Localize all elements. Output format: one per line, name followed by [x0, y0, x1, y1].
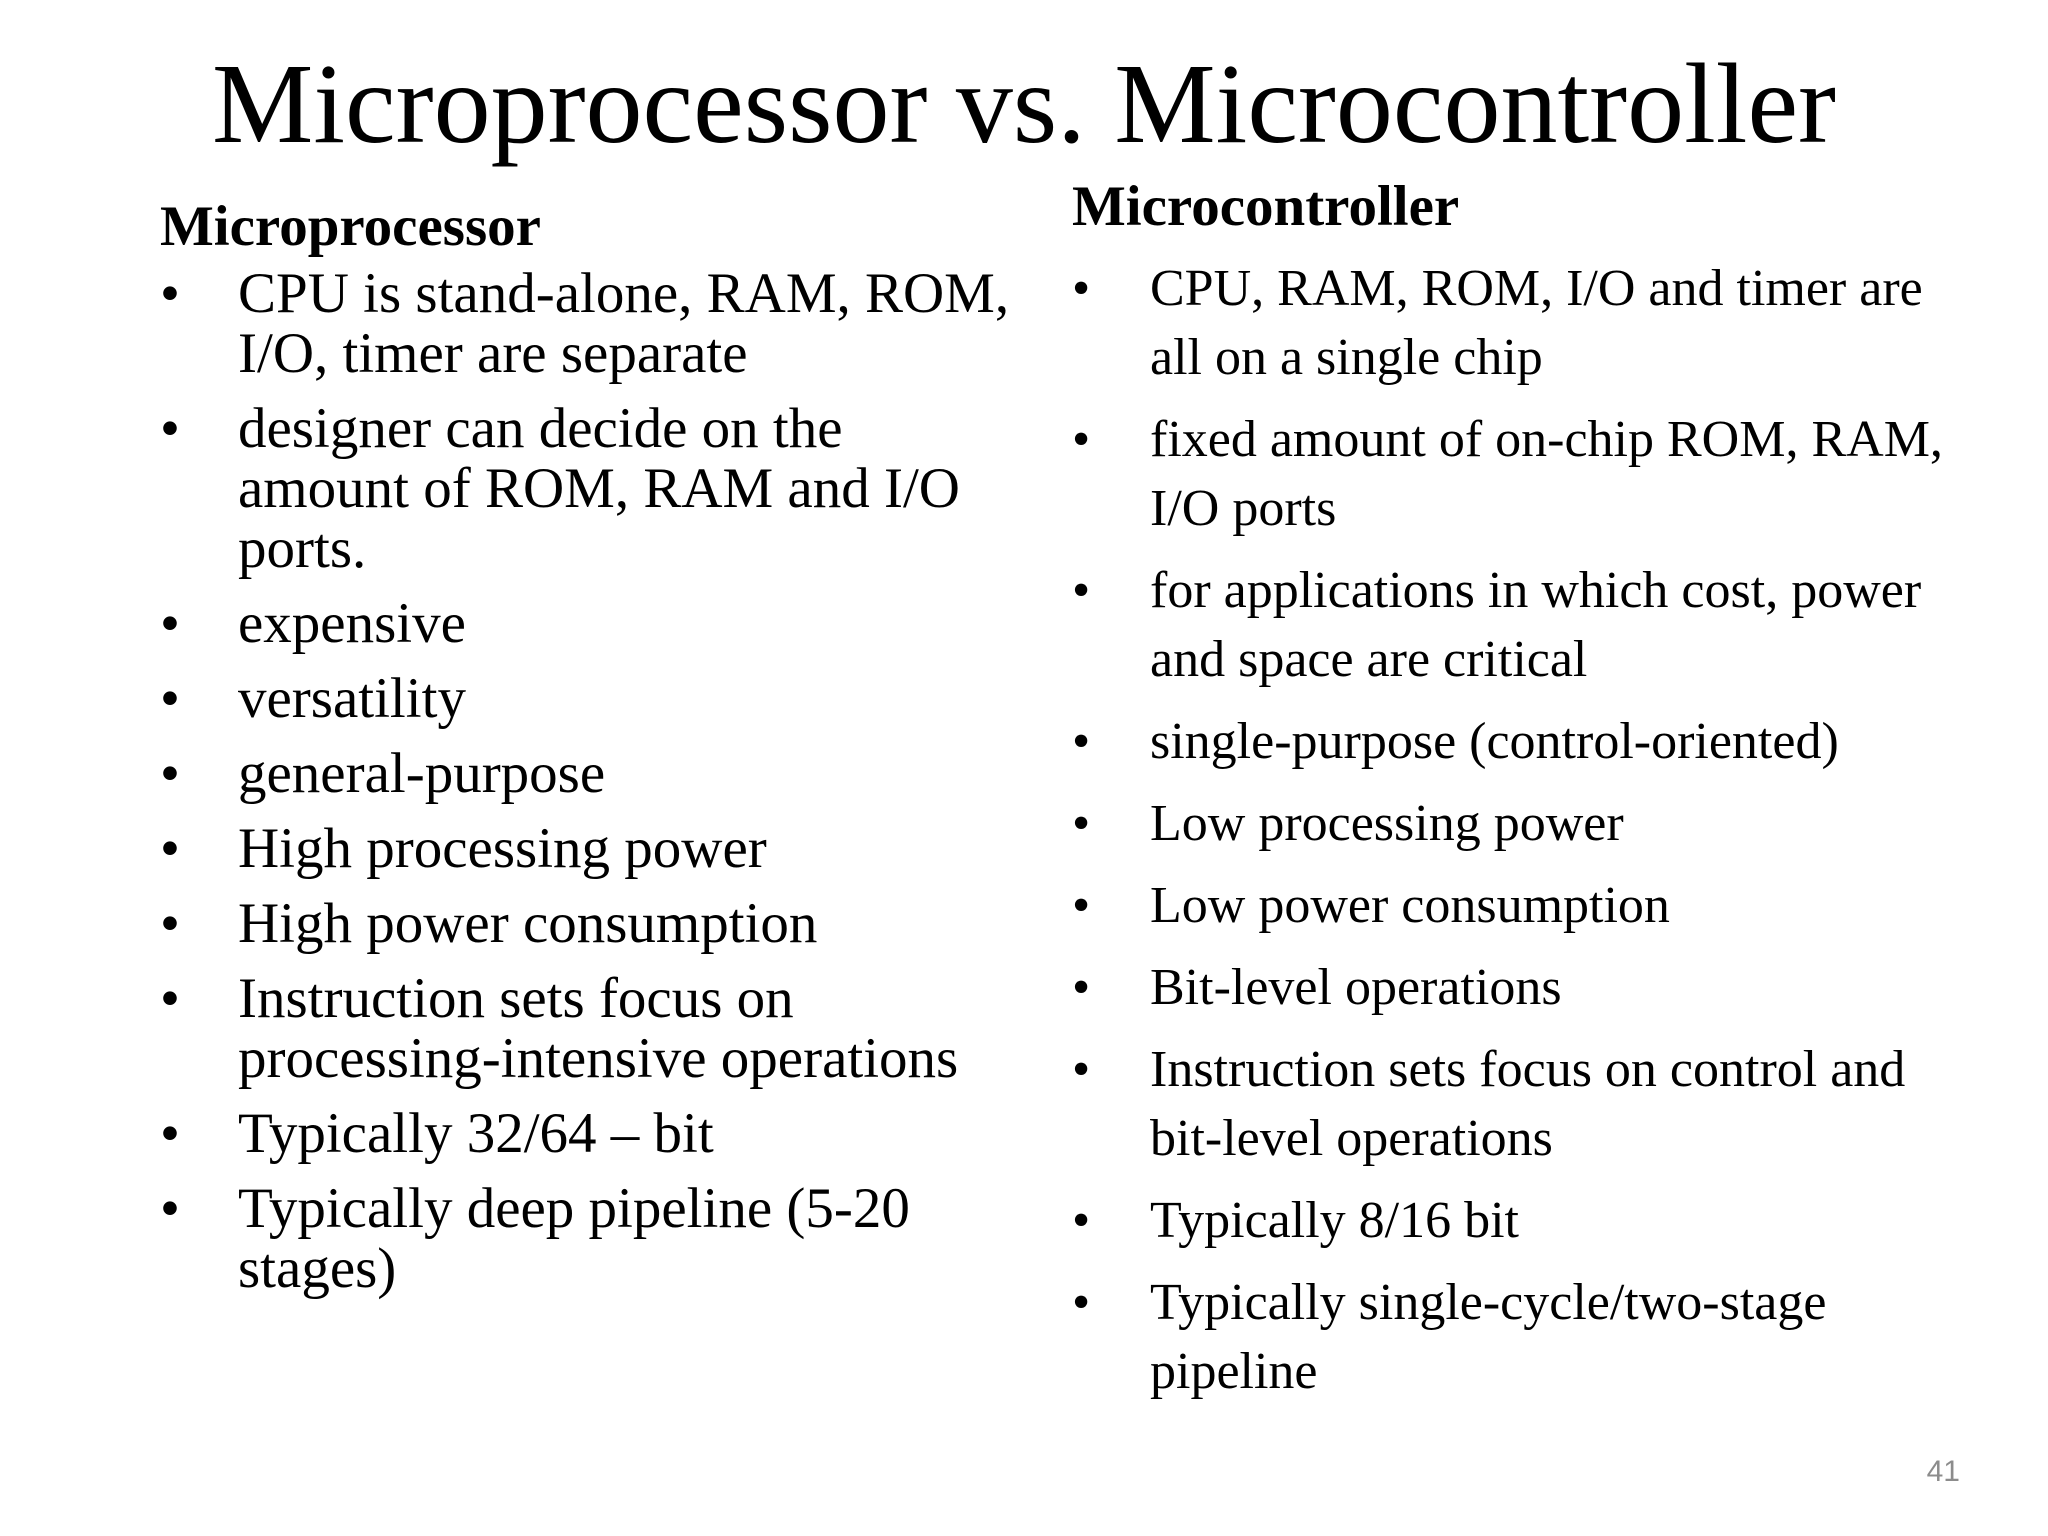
list-item: • designer can decide on the amount of RO… — [160, 399, 1020, 579]
list-item: • Instruction sets focus on control and b… — [1072, 1035, 1952, 1173]
list-item-text: Typically 32/64 – bit — [238, 1102, 714, 1165]
list-item-text: CPU is stand-alone, RAM, ROM, I/O, timer… — [238, 262, 1010, 385]
list-item: • CPU, RAM, ROM, I/O and timer are all on… — [1072, 254, 1952, 392]
list-item-text: for applications in which cost, power an… — [1150, 562, 1922, 688]
bullet-icon: • — [160, 262, 180, 325]
list-item-text: Typically deep pipeline (5-20 stages) — [238, 1177, 910, 1300]
bullet-icon: • — [160, 1177, 180, 1240]
list-item-text: High power consumption — [238, 892, 818, 955]
list-item-text: Instruction sets focus on processing-int… — [238, 967, 959, 1090]
bullet-icon: • — [1072, 959, 1091, 1016]
list-item-text: versatility — [238, 667, 466, 730]
list-item: • for applications in which cost, power a… — [1072, 556, 1952, 694]
bullet-icon: • — [1072, 1041, 1091, 1098]
bullet-icon: • — [160, 397, 180, 460]
list-item-text: Typically single-cycle/two-stage pipelin… — [1150, 1274, 1827, 1400]
microprocessor-heading: Microprocessor — [160, 195, 541, 258]
list-item: • single-purpose (control-oriented) — [1072, 707, 1952, 776]
page-number: 41 — [1926, 1455, 1960, 1488]
list-item: • Low processing power — [1072, 789, 1952, 858]
list-item: • fixed amount of on-chip ROM, RAM, I/O p… — [1072, 405, 1952, 543]
list-item-text: Low power consumption — [1150, 877, 1670, 934]
list-item: • Bit-level operations — [1072, 953, 1952, 1022]
bullet-icon: • — [1072, 1192, 1091, 1249]
bullet-icon: • — [160, 667, 180, 730]
list-item-text: general-purpose — [238, 742, 606, 805]
bullet-icon: • — [1072, 795, 1091, 852]
bullet-icon: • — [1072, 1274, 1091, 1331]
list-item: • High processing power — [160, 819, 1020, 879]
bullet-icon: • — [1072, 562, 1091, 619]
list-item: • Low power consumption — [1072, 871, 1952, 940]
list-item: • Typically 32/64 – bit — [160, 1104, 1020, 1164]
bullet-icon: • — [1072, 411, 1091, 468]
microcontroller-column: Microcontroller • CPU, RAM, ROM, I/O and … — [1072, 172, 1952, 1419]
list-item: • Typically single-cycle/two-stage pipeli… — [1072, 1268, 1952, 1406]
list-item: • High power consumption — [160, 894, 1020, 954]
list-item: • general-purpose — [160, 744, 1020, 804]
list-item: • Typically 8/16 bit — [1072, 1186, 1952, 1255]
list-item-text: fixed amount of on-chip ROM, RAM, I/O po… — [1150, 411, 1943, 537]
bullet-icon: • — [1072, 713, 1091, 770]
bullet-icon: • — [160, 967, 180, 1030]
bullet-icon: • — [1072, 877, 1091, 934]
list-item: • versatility — [160, 669, 1020, 729]
list-item: • Instruction sets focus on processing-in… — [160, 969, 1020, 1089]
slide-title: Microprocessor vs. Microcontroller — [211, 40, 1837, 167]
bullet-icon: • — [160, 892, 180, 955]
list-item: • Typically deep pipeline (5-20 stages) — [160, 1179, 1020, 1299]
list-item-text: single-purpose (control-oriented) — [1150, 713, 1839, 770]
list-item-text: Instruction sets focus on control and bi… — [1150, 1041, 1906, 1167]
microcontroller-heading: Microcontroller — [1072, 175, 1460, 238]
list-item-text: CPU, RAM, ROM, I/O and timer are all on … — [1150, 260, 1923, 386]
bullet-icon: • — [160, 1102, 180, 1165]
bullet-icon: • — [160, 742, 180, 805]
list-item-text: High processing power — [238, 817, 767, 880]
microcontroller-list: • CPU, RAM, ROM, I/O and timer are all on… — [1072, 254, 1952, 1406]
list-item: • expensive — [160, 594, 1020, 654]
list-item: • CPU is stand-alone, RAM, ROM, I/O, time… — [160, 264, 1020, 384]
bullet-icon: • — [1072, 260, 1091, 317]
microprocessor-column: Microprocessor • CPU is stand-alone, RAM,… — [160, 192, 1020, 1314]
list-item-text: Bit-level operations — [1150, 959, 1562, 1016]
list-item-text: expensive — [238, 592, 466, 655]
bullet-icon: • — [160, 592, 180, 655]
bullet-icon: • — [160, 817, 180, 880]
list-item-text: Typically 8/16 bit — [1150, 1192, 1519, 1249]
list-item-text: Low processing power — [1150, 795, 1624, 852]
list-item-text: designer can decide on the amount of ROM… — [238, 397, 960, 580]
microprocessor-list: • CPU is stand-alone, RAM, ROM, I/O, time… — [160, 264, 1020, 1299]
